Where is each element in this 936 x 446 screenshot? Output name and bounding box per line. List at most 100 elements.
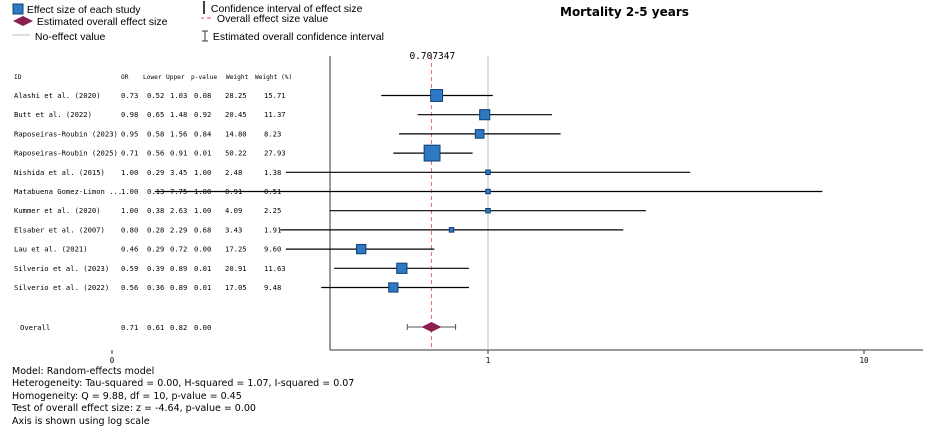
study-value: 0.89 [170,283,187,292]
study-value: 1.56 [170,129,187,138]
study-id: Silverio et al. (2023) [14,264,109,273]
study-value: 0.65 [147,110,164,119]
column-header: Lower [143,74,162,81]
study-value: 0.28 [147,225,164,234]
study-value: 1.00 [121,168,138,177]
study-value: 0.73 [121,91,138,100]
effect-box [485,188,491,195]
study-value: 2.48 [225,168,242,177]
overall-value: 0.82 [170,323,187,332]
column-header: Upper [166,74,185,81]
study-value: 20.45 [225,110,247,119]
study-value: 0.95 [121,129,138,138]
study-id: Raposeiras-Roubin (2025) [14,149,118,158]
study-value: 0.58 [147,129,164,138]
study-value: 1.91 [264,225,281,234]
axis-note-text: Axis is shown using log scale [12,415,150,427]
overall-value: 0.71 [121,323,138,332]
study-value: 15.71 [264,91,286,100]
study-value: 9.48 [264,283,281,292]
study-value: 20.91 [225,264,247,273]
study-value: 0.38 [147,206,164,215]
study-value: 14.80 [225,129,247,138]
study-value: 1.48 [170,110,187,119]
diamond-icon [13,16,33,26]
study-value: 0.29 [147,168,164,177]
x-tick-label: 1 [486,356,491,365]
study-value: 1.00 [194,168,211,177]
study-value: 0.80 [121,225,138,234]
study-value: 0.36 [147,283,164,292]
gray-line-icon [12,34,30,36]
test-text: Test of overall effect size: z = -4.64, … [12,403,256,415]
study-value: 0.91 [170,149,187,158]
effect-box [423,144,441,162]
study-id: Raposeiras-Roubin (2023) [14,129,118,138]
study-value: 0.56 [121,283,138,292]
effect-box [485,207,491,214]
column-header: ID [14,74,22,81]
study-value: 17.05 [225,283,247,292]
column-header: Weight [226,74,249,81]
study-value: 0.98 [121,110,138,119]
study-id: Butt et al. (2022) [14,110,92,119]
x-tick-label: 0 [110,356,115,365]
legend-no-effect: No-effect value [12,30,105,43]
legend-overall-value: Overall effect size value [200,12,328,25]
overall-diamond [421,322,442,332]
vertical-bar-icon [203,1,205,14]
study-value: 3.43 [225,225,242,234]
overall-value: 0.61 [147,323,164,332]
study-value: 0.89 [170,264,187,273]
study-value: 1.03 [170,91,187,100]
study-value: 0.68 [194,225,211,234]
study-value: 0.08 [194,91,211,100]
study-id: Lau et al. (2021) [14,245,88,254]
study-id: Matabuena Gomez-Limon ... [14,187,122,196]
homogeneity-text: Homogeneity: Q = 9.88, df = 10, p-value … [12,390,242,402]
x-tick-label: 10 [859,356,869,365]
legend-overall-ci: Estimated overall confidence interval [200,30,384,43]
i-beam-icon [202,30,208,42]
study-value: 11.37 [264,110,286,119]
effect-box [430,89,444,102]
model-text: Model: Random-effects model [12,366,155,377]
column-header: OR [121,74,129,81]
study-value: 0.92 [194,110,211,119]
study-value: 0.01 [194,283,211,292]
study-value: 0.01 [194,264,211,273]
legend-effect-size: Effect size of each study [12,3,141,16]
study-value: 28.25 [225,91,247,100]
study-value: 9.60 [264,245,281,254]
effect-box [396,262,408,274]
study-value: 1.00 [194,206,211,215]
study-value: 0.84 [194,129,211,138]
legend-estimated-effect: Estimated overall effect size [12,15,167,28]
effect-box [479,109,491,121]
study-value: 2.25 [264,206,281,215]
study-value: 50.22 [225,149,247,158]
study-value: 0.01 [194,149,211,158]
chart-title: Mortality 2-5 years [560,5,689,19]
study-value: 0.71 [121,149,138,158]
study-id: Kummer et al. (2020) [14,206,101,215]
footer-stats: Model: Random-effects model Heterogeneit… [12,366,354,428]
study-value: 0.46 [121,245,138,254]
effect-box [474,129,485,139]
study-id: Silverio et al. (2022) [14,283,109,292]
effect-box [388,282,399,293]
dashed-line-icon [201,17,211,19]
study-value: 11.63 [264,264,286,273]
study-id: Nishida et al. (2015) [14,168,105,177]
study-value: 0.59 [121,264,138,273]
study-value: 0.52 [147,91,164,100]
effect-box [448,227,455,233]
study-value: 4.09 [225,206,242,215]
column-header: p-value [191,74,217,81]
study-value: 17.25 [225,245,247,254]
study-value: 3.45 [170,168,187,177]
effect-box [485,169,491,176]
study-value: 8.23 [264,129,281,138]
blue-square-icon [12,3,24,15]
